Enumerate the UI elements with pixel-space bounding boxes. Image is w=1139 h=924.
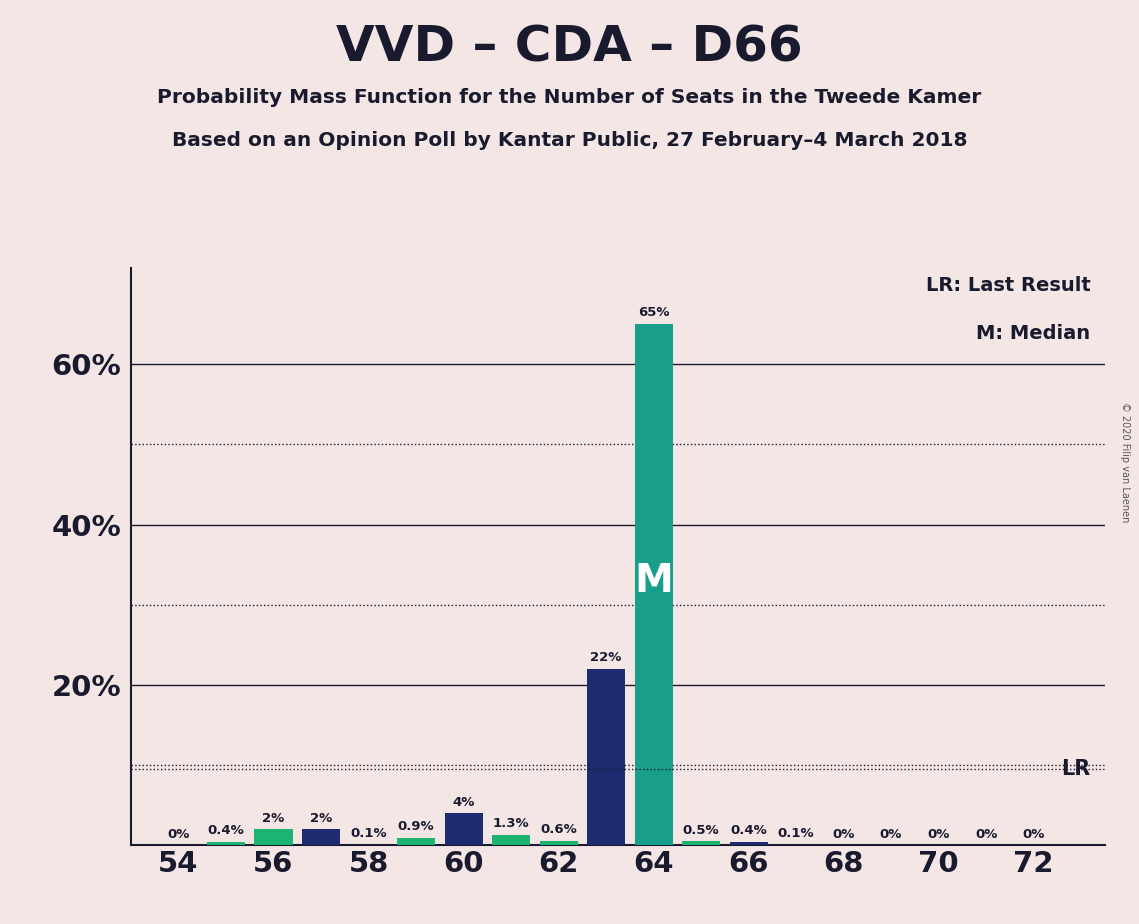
- Text: 0%: 0%: [975, 828, 998, 841]
- Text: 0%: 0%: [833, 828, 854, 841]
- Text: M: M: [634, 562, 673, 600]
- Text: 0%: 0%: [879, 828, 902, 841]
- Text: © 2020 Filip van Laenen: © 2020 Filip van Laenen: [1121, 402, 1130, 522]
- Text: 0%: 0%: [1023, 828, 1044, 841]
- Text: 0.1%: 0.1%: [778, 827, 814, 840]
- Text: 1.3%: 1.3%: [493, 817, 530, 831]
- Text: Based on an Opinion Poll by Kantar Public, 27 February–4 March 2018: Based on an Opinion Poll by Kantar Publi…: [172, 131, 967, 151]
- Text: LR: Last Result: LR: Last Result: [926, 276, 1090, 295]
- Text: 0.5%: 0.5%: [682, 823, 720, 836]
- Bar: [207, 843, 245, 845]
- Text: 0.6%: 0.6%: [540, 823, 576, 836]
- Text: 0.4%: 0.4%: [730, 824, 767, 837]
- Bar: [730, 843, 768, 845]
- Bar: [634, 324, 672, 845]
- Bar: [302, 830, 341, 845]
- Bar: [540, 841, 577, 845]
- Bar: [444, 813, 483, 845]
- Text: Probability Mass Function for the Number of Seats in the Tweede Kamer: Probability Mass Function for the Number…: [157, 88, 982, 107]
- Bar: [587, 669, 625, 845]
- Text: 2%: 2%: [262, 811, 285, 824]
- Text: 4%: 4%: [452, 796, 475, 808]
- Bar: [492, 835, 530, 845]
- Text: LR: LR: [1062, 760, 1090, 779]
- Text: 65%: 65%: [638, 306, 670, 320]
- Text: 0.4%: 0.4%: [207, 824, 245, 837]
- Text: 0.9%: 0.9%: [398, 821, 434, 833]
- Text: VVD – CDA – D66: VVD – CDA – D66: [336, 23, 803, 71]
- Text: 22%: 22%: [590, 651, 622, 664]
- Bar: [254, 830, 293, 845]
- Bar: [398, 838, 435, 845]
- Text: 0.1%: 0.1%: [350, 827, 387, 840]
- Text: 0%: 0%: [927, 828, 950, 841]
- Text: 0%: 0%: [167, 828, 190, 841]
- Text: 2%: 2%: [310, 811, 333, 824]
- Bar: [682, 842, 720, 845]
- Text: M: Median: M: Median: [976, 324, 1090, 343]
